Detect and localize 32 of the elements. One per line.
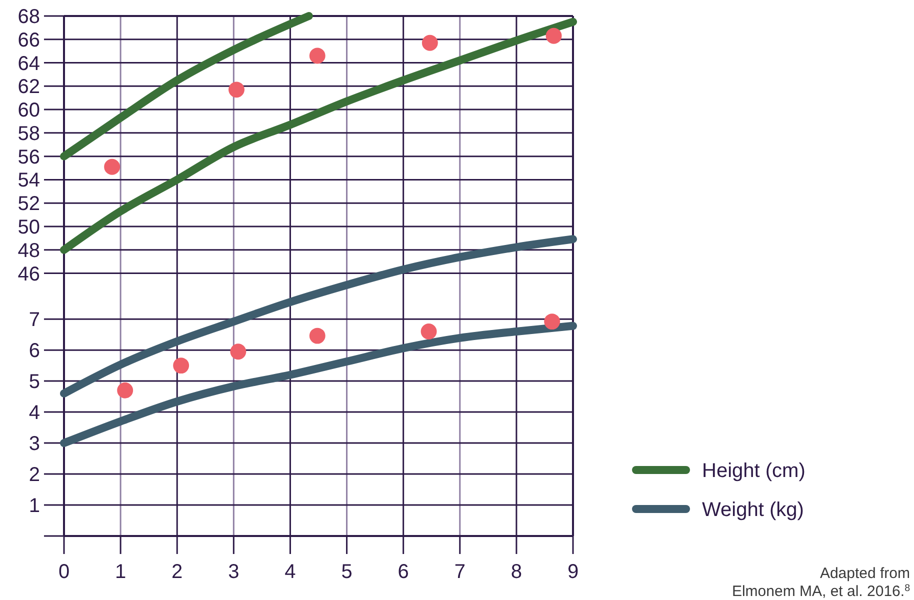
- y2-tick-label: 7: [28, 309, 40, 332]
- y2-tick-label: 1: [28, 495, 40, 518]
- legend-label: Height (cm): [702, 460, 806, 482]
- legend-label: Weight (kg): [702, 499, 804, 521]
- y-tick-label: 56: [18, 146, 40, 168]
- x-tick-label: 3: [228, 561, 240, 583]
- y-tick-label: 48: [18, 240, 40, 262]
- x-tick-label: 1: [114, 561, 126, 583]
- text: Adapted from Elmonem MA, et al. 2016.$^{8}$: [732, 565, 910, 600]
- y-tick-label: 60: [18, 100, 40, 122]
- y-tick-label: 66: [18, 29, 40, 52]
- y2-tick-label: 4: [28, 402, 40, 424]
- x-tick-label: 9: [567, 561, 579, 583]
- x-tick-label: 5: [341, 561, 352, 583]
- y-tick-label: 64: [18, 52, 40, 75]
- y-tick-label: 52: [18, 193, 40, 216]
- y-tick-label: 62: [18, 76, 40, 98]
- x-tick-label: 4: [284, 561, 296, 583]
- x-tick-label: 7: [454, 561, 466, 583]
- x-tick-label: 6: [398, 561, 409, 583]
- x-tick-label: 0: [58, 561, 70, 583]
- x-tick-label: 2: [172, 561, 183, 583]
- y-tick-label: 58: [18, 122, 40, 145]
- y-tick-label: 54: [18, 170, 40, 192]
- y-tick-label: 68: [18, 6, 40, 28]
- y2-tick-label: 3: [28, 433, 40, 456]
- y2-tick-label: 5: [28, 371, 40, 394]
- y-tick-label: 46: [18, 263, 40, 286]
- x-tick-label: 8: [510, 561, 522, 583]
- y-tick-label: 50: [18, 216, 40, 238]
- y2-tick-label: 2: [28, 464, 40, 486]
- y2-tick-label: 6: [28, 340, 40, 362]
